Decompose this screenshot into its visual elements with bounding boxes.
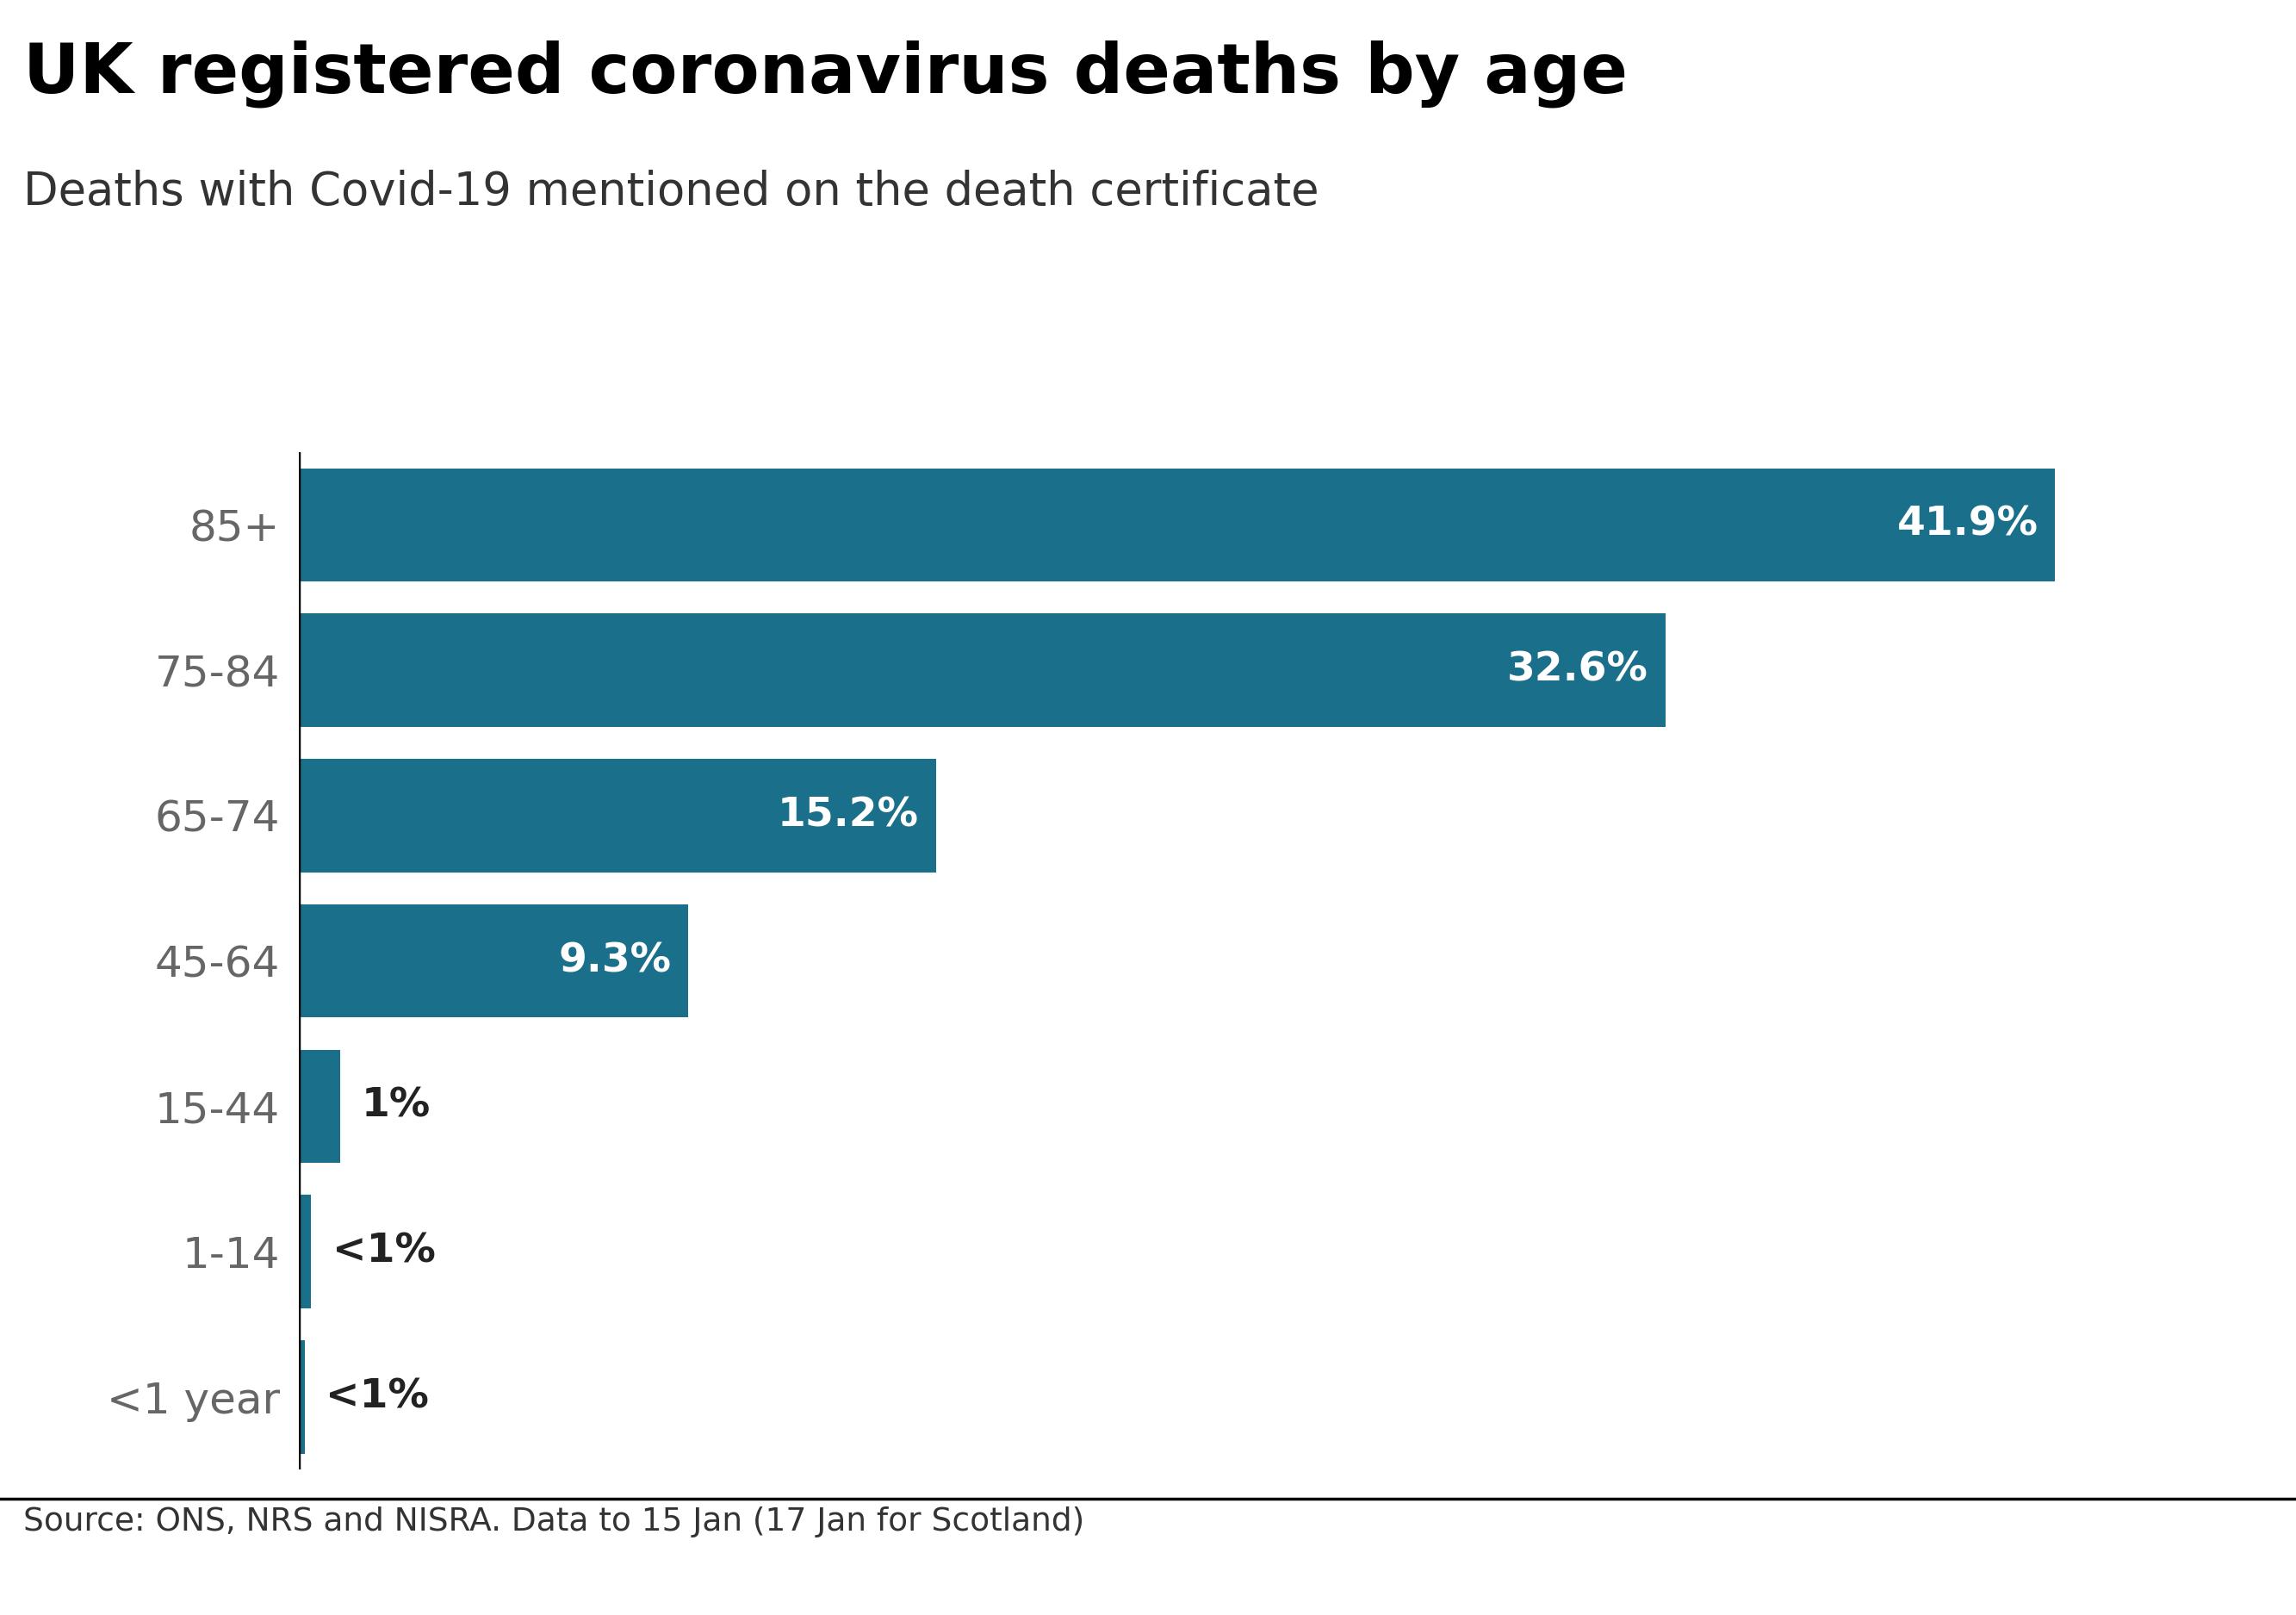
Bar — [298, 1050, 340, 1163]
Text: 1%: 1% — [360, 1087, 429, 1126]
Text: Source: ONS, NRS and NISRA. Data to 15 Jan (17 Jan for Scotland): Source: ONS, NRS and NISRA. Data to 15 J… — [23, 1507, 1084, 1537]
Bar — [298, 1340, 305, 1454]
Text: UK registered coronavirus deaths by age: UK registered coronavirus deaths by age — [23, 40, 1628, 108]
Bar — [298, 1195, 310, 1308]
Text: B: B — [2126, 1539, 2154, 1571]
Text: Deaths with Covid-19 mentioned on the death certificate: Deaths with Covid-19 mentioned on the de… — [23, 170, 1318, 215]
Text: C: C — [2211, 1539, 2234, 1571]
Text: <1%: <1% — [326, 1378, 429, 1416]
Text: B: B — [2043, 1539, 2071, 1571]
Bar — [298, 759, 937, 872]
Bar — [298, 468, 2055, 581]
Text: 15.2%: 15.2% — [778, 796, 918, 835]
Text: 9.3%: 9.3% — [558, 942, 673, 980]
Bar — [298, 614, 1665, 727]
Text: 32.6%: 32.6% — [1508, 651, 1649, 690]
Text: <1%: <1% — [333, 1232, 436, 1271]
Text: 41.9%: 41.9% — [1896, 505, 2039, 544]
Bar — [298, 904, 689, 1017]
